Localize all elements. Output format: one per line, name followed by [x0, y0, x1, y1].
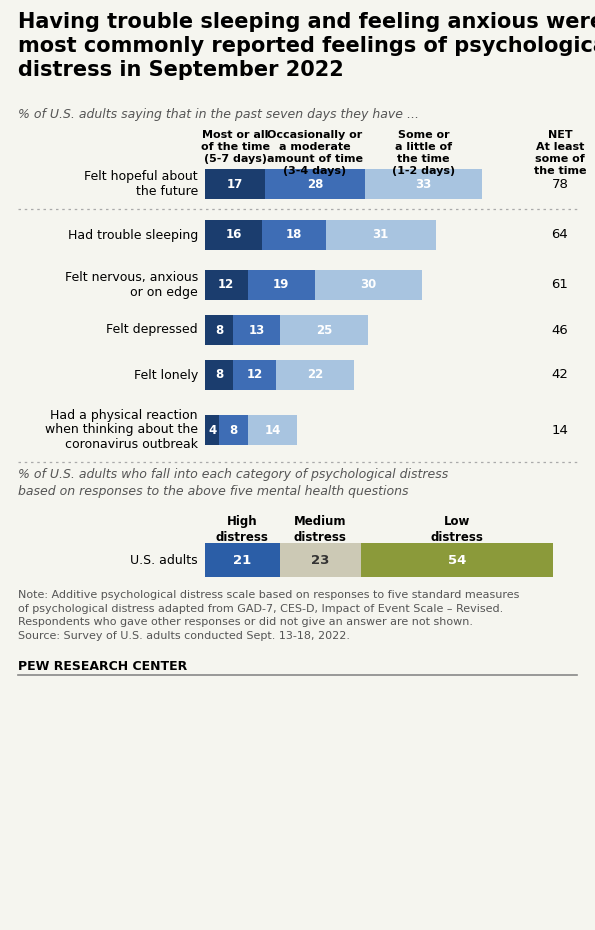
Bar: [248, 270, 315, 300]
Bar: [365, 169, 482, 199]
Bar: [248, 415, 298, 445]
Bar: [262, 220, 325, 250]
Text: NET
At least
some of
the time: NET At least some of the time: [534, 130, 586, 176]
Text: High
distress: High distress: [216, 515, 269, 544]
Text: 23: 23: [311, 553, 330, 566]
Text: 8: 8: [215, 324, 223, 337]
Text: Having trouble sleeping and feeling anxious were the
most commonly reported feel: Having trouble sleeping and feeling anxi…: [18, 12, 595, 80]
Bar: [205, 543, 280, 577]
Text: Had a physical reaction
when thinking about the
coronavirus outbreak: Had a physical reaction when thinking ab…: [45, 408, 198, 451]
Text: 8: 8: [215, 368, 223, 381]
Bar: [205, 220, 262, 250]
Bar: [325, 220, 436, 250]
Text: 54: 54: [448, 553, 466, 566]
Text: 42: 42: [552, 368, 568, 381]
Text: % of U.S. adults who fall into each category of psychological distress
based on : % of U.S. adults who fall into each cate…: [18, 468, 448, 498]
Text: Felt hopeful about
the future: Felt hopeful about the future: [84, 170, 198, 198]
Bar: [205, 169, 265, 199]
Text: 22: 22: [307, 368, 323, 381]
Text: 14: 14: [264, 423, 281, 436]
Bar: [280, 315, 368, 345]
Text: 25: 25: [316, 324, 332, 337]
Text: 64: 64: [552, 229, 568, 242]
Text: 16: 16: [226, 229, 242, 242]
Bar: [205, 315, 233, 345]
Text: Low
distress: Low distress: [431, 515, 484, 544]
Text: Note: Additive psychological distress scale based on responses to five standard : Note: Additive psychological distress sc…: [18, 590, 519, 641]
Bar: [205, 415, 219, 445]
Text: Occasionally or
a moderate
amount of time
(3-4 days): Occasionally or a moderate amount of tim…: [267, 130, 363, 176]
Bar: [361, 543, 553, 577]
Text: Had trouble sleeping: Had trouble sleeping: [68, 229, 198, 242]
Bar: [265, 169, 365, 199]
Text: 78: 78: [552, 178, 568, 191]
Text: 33: 33: [415, 178, 431, 191]
Text: % of U.S. adults saying that in the past seven days they have ...: % of U.S. adults saying that in the past…: [18, 108, 419, 121]
Bar: [315, 270, 421, 300]
Text: 18: 18: [286, 229, 302, 242]
Text: 19: 19: [273, 278, 290, 291]
Bar: [205, 270, 248, 300]
Bar: [219, 415, 248, 445]
Text: 12: 12: [218, 278, 234, 291]
Text: 12: 12: [246, 368, 263, 381]
Text: 8: 8: [229, 423, 237, 436]
Text: 46: 46: [552, 324, 568, 337]
Bar: [205, 360, 233, 390]
Text: U.S. adults: U.S. adults: [130, 553, 198, 566]
Text: 21: 21: [233, 553, 252, 566]
Text: Medium
distress: Medium distress: [294, 515, 347, 544]
Bar: [233, 315, 280, 345]
Bar: [233, 360, 276, 390]
Text: 4: 4: [208, 423, 216, 436]
Bar: [276, 360, 354, 390]
Text: 13: 13: [248, 324, 265, 337]
Text: Felt lonely: Felt lonely: [134, 368, 198, 381]
Text: 61: 61: [552, 278, 568, 291]
Text: Felt depressed: Felt depressed: [107, 324, 198, 337]
Text: Some or
a little of
the time
(1-2 days): Some or a little of the time (1-2 days): [392, 130, 455, 176]
Text: Most or all
of the time
(5-7 days): Most or all of the time (5-7 days): [201, 130, 270, 164]
Text: 28: 28: [307, 178, 323, 191]
Text: 17: 17: [227, 178, 243, 191]
Bar: [280, 543, 361, 577]
Text: PEW RESEARCH CENTER: PEW RESEARCH CENTER: [18, 660, 187, 673]
Text: 14: 14: [552, 423, 568, 436]
Text: 30: 30: [360, 278, 377, 291]
Text: Felt nervous, anxious
or on edge: Felt nervous, anxious or on edge: [65, 271, 198, 299]
Text: 31: 31: [372, 229, 389, 242]
